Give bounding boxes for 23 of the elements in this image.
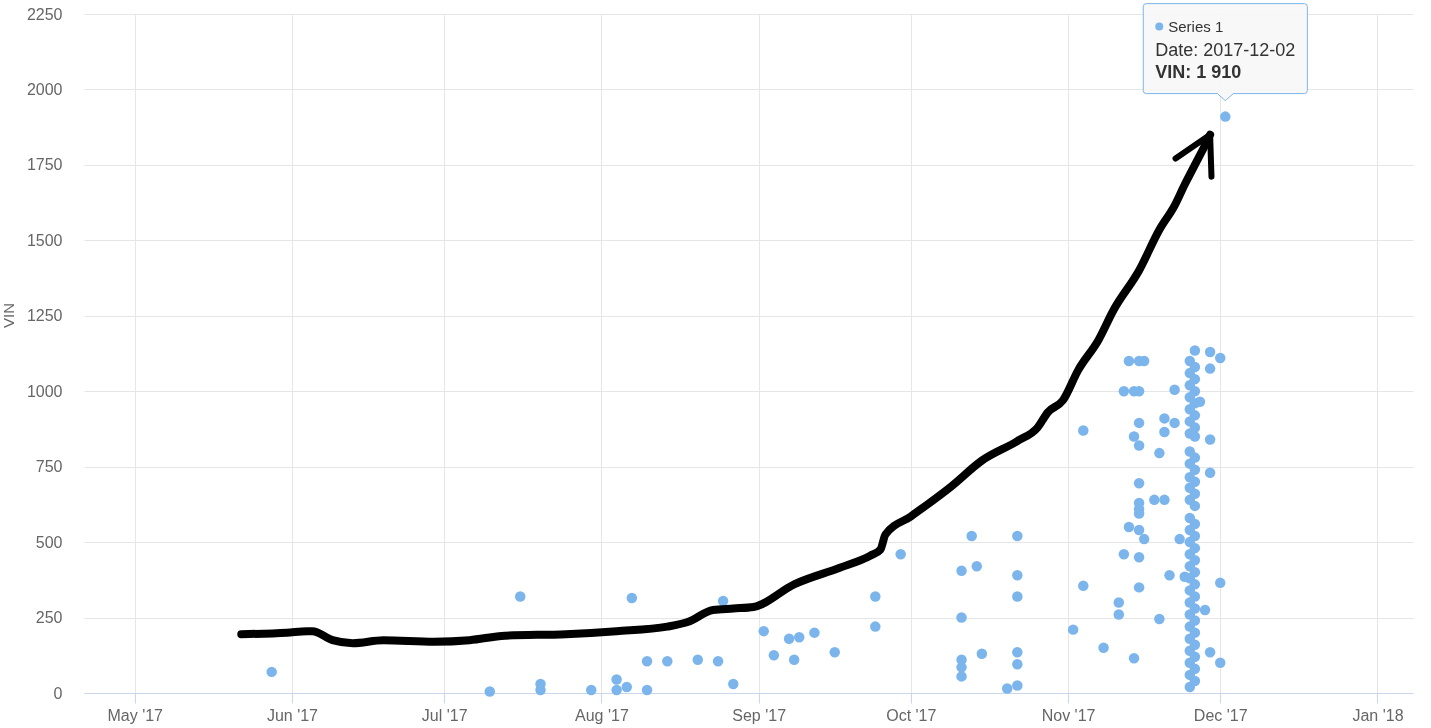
y-tick-label: 250 xyxy=(35,609,63,627)
y-tick-label: 1750 xyxy=(26,156,63,174)
y-tick-label: 1000 xyxy=(26,382,63,400)
x-tick-label: Nov '17 xyxy=(1041,706,1096,724)
y-tick-label: 2000 xyxy=(26,80,63,98)
x-tick-label: Jan '18 xyxy=(1352,706,1404,724)
y-axis-title: VIN xyxy=(0,302,17,329)
annotation: VIN: 1 910 xyxy=(1155,61,1242,82)
x-tick-label: Jun '17 xyxy=(266,706,319,724)
x-tick-label: May '17 xyxy=(107,706,164,724)
x-tick-label: Aug '17 xyxy=(575,706,629,724)
x-tick-label: Jul '17 xyxy=(421,706,468,724)
y-tick-label: 1500 xyxy=(26,231,63,249)
y-tick-label: 500 xyxy=(35,533,63,551)
annotation: Date: 2017-12-02 xyxy=(1155,39,1296,60)
y-tick-label: 1250 xyxy=(26,307,63,325)
x-tick-label: Dec '17 xyxy=(1193,706,1248,724)
y-tick-label: 750 xyxy=(35,458,63,476)
legend-label: Series 1 xyxy=(1168,17,1224,35)
x-tick-label: Sep '17 xyxy=(732,706,787,724)
x-tick-label: Oct '17 xyxy=(886,706,937,724)
y-tick-label: 0 xyxy=(53,684,63,702)
y-tick-label: 2250 xyxy=(26,5,63,23)
